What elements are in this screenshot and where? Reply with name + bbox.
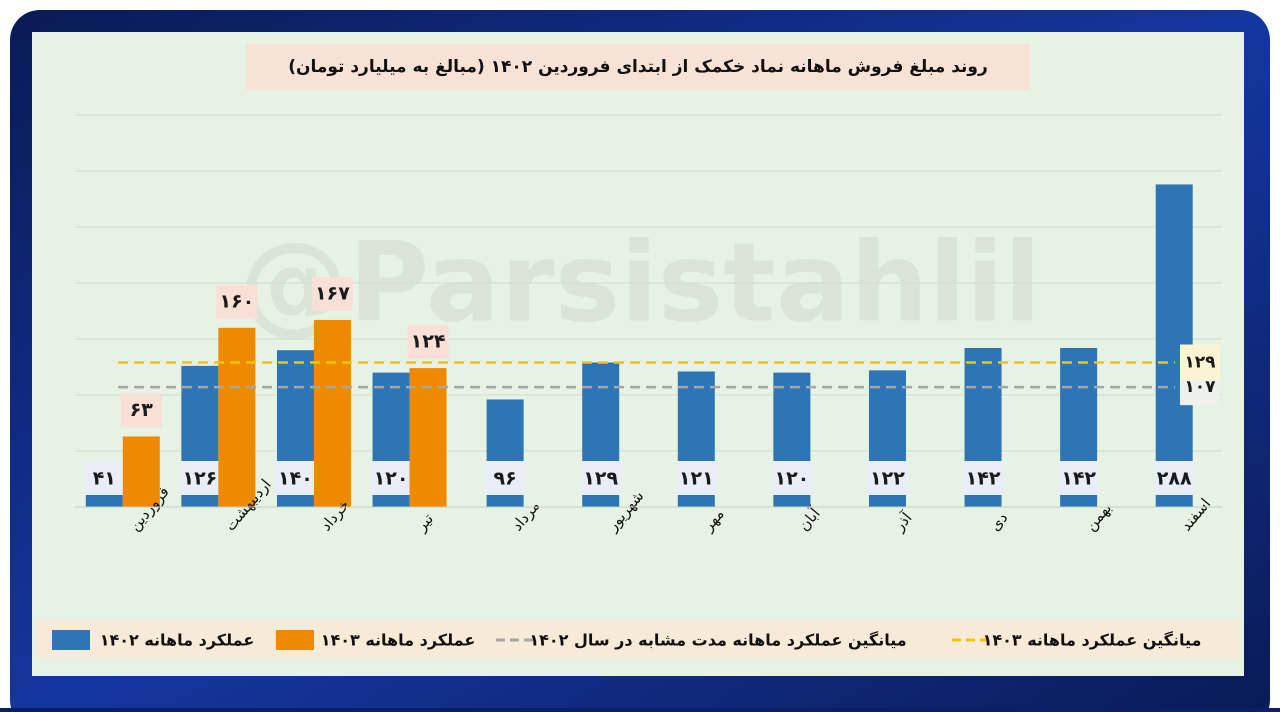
value-label-box	[311, 276, 353, 311]
value-label: ۲۸۸	[1157, 468, 1192, 490]
value-label: ۱۴۰	[278, 468, 313, 490]
bar	[218, 327, 256, 507]
value-label-box	[370, 461, 412, 495]
title-box	[246, 44, 1030, 90]
value-label: ۱۲۹	[583, 468, 618, 490]
reference-label: ۱۲۹	[1184, 353, 1216, 373]
value-label: ۱۶۷	[315, 282, 350, 304]
value-label: ۶۳	[130, 399, 154, 421]
value-label: ۱۲۲	[870, 468, 905, 490]
legend-label: عملکرد ماهانه ۱۴۰۳	[321, 631, 476, 650]
value-label: ۱۶۰	[219, 290, 254, 312]
chart-title: روند مبلغ فروش ماهانه نماد خکمک از ابتدا…	[288, 57, 988, 77]
value-label: ۱۲۰	[374, 468, 409, 490]
value-label: ۱۴۲	[1061, 468, 1096, 490]
value-label: ۹۶	[494, 468, 517, 490]
watermark: @Parsistahlil	[238, 218, 1041, 346]
value-label-box	[675, 461, 717, 495]
bar	[122, 436, 160, 507]
value-label-box	[216, 284, 258, 319]
value-label: ۱۲۰	[774, 468, 809, 490]
reference-label-box	[1180, 344, 1220, 381]
legend-label: عملکرد ماهانه ۱۴۰۲	[100, 631, 255, 650]
value-label-box	[83, 461, 125, 495]
value-label: ۱۲۱	[679, 468, 714, 490]
value-label-box	[580, 461, 622, 495]
legend-label: میانگین عملکرد ماهانه ۱۴۰۳	[983, 631, 1202, 650]
value-label-box	[274, 461, 316, 495]
value-label-box	[179, 461, 221, 495]
bar	[313, 319, 351, 507]
value-label-box	[1153, 461, 1195, 495]
value-label: ۱۲۴	[411, 331, 446, 353]
value-label-box	[1058, 461, 1100, 495]
value-label-box	[484, 461, 526, 495]
value-label-box	[407, 325, 449, 360]
legend-marker	[52, 630, 90, 650]
value-label-box	[120, 393, 162, 428]
reference-label: ۱۰۷	[1184, 377, 1216, 397]
legend-marker	[276, 630, 314, 650]
value-label: ۱۴۲	[966, 468, 1001, 490]
bar	[409, 368, 447, 507]
value-label-box	[962, 461, 1004, 495]
legend-box	[36, 620, 1240, 658]
legend-label: میانگین عملکرد ماهانه مدت مشابه در سال ۱…	[529, 631, 906, 650]
value-label-box	[771, 461, 813, 495]
value-label-box	[866, 461, 908, 495]
value-label: ۴۱	[93, 468, 116, 490]
value-label: ۱۲۶	[182, 468, 217, 490]
